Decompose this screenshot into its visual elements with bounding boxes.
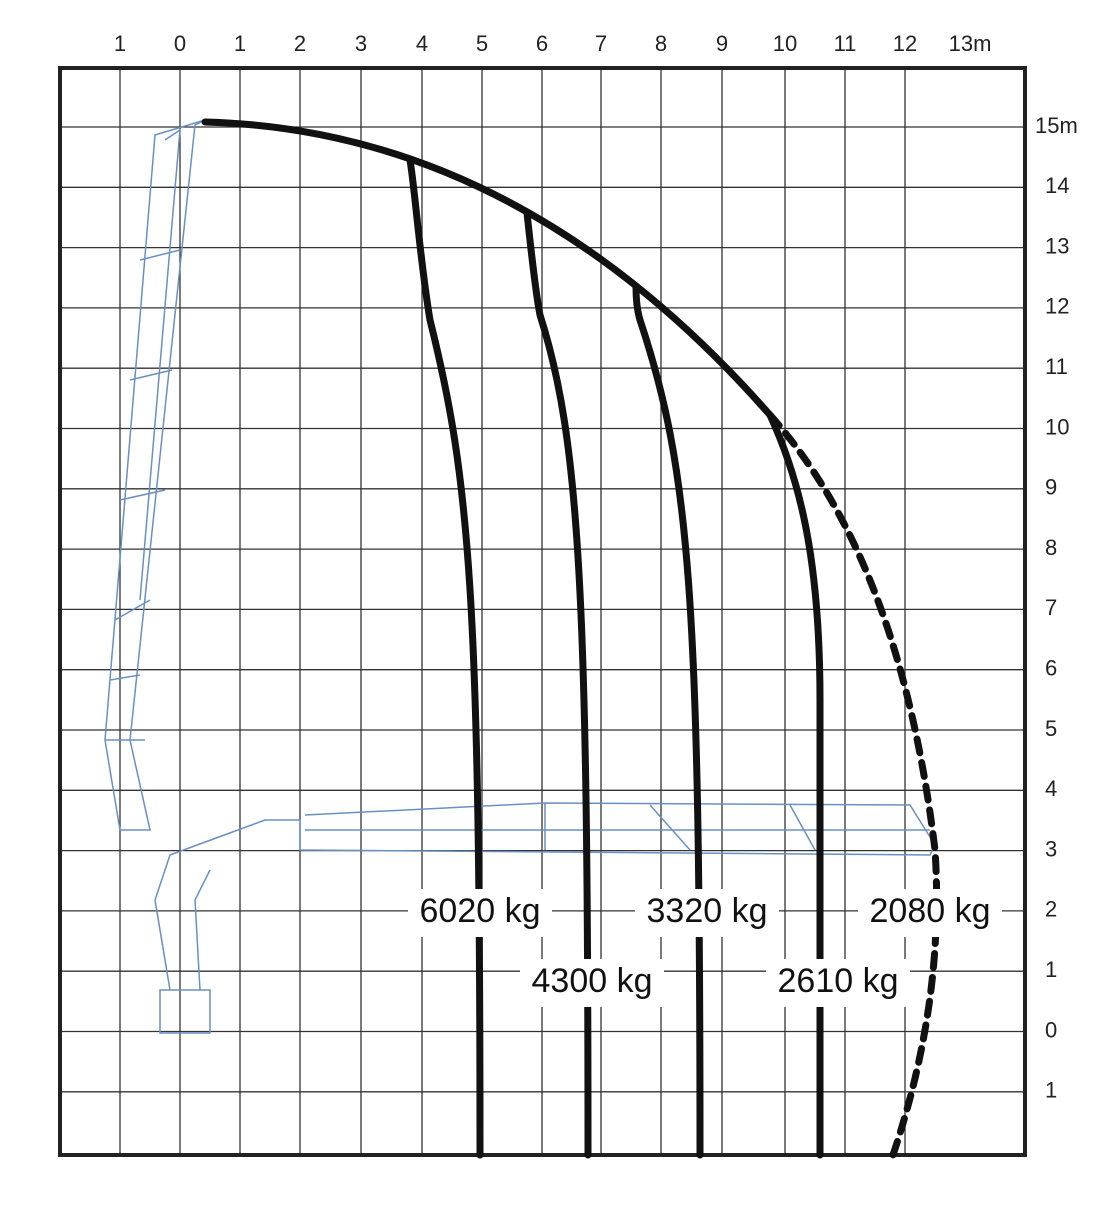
label-bg — [408, 889, 552, 937]
y-label: 7 — [1045, 595, 1057, 620]
x-label: 6 — [536, 31, 548, 56]
x-label: 3 — [355, 31, 367, 56]
y-label: 5 — [1045, 716, 1057, 741]
x-label: 1 — [234, 31, 246, 56]
label-bg — [635, 889, 779, 937]
y-label: 3 — [1045, 836, 1057, 861]
x-label: 12 — [893, 31, 917, 56]
y-label: 8 — [1045, 535, 1057, 560]
x-label: 9 — [716, 31, 728, 56]
x-label: 10 — [773, 31, 797, 56]
load-label: 6020 kg — [420, 892, 541, 930]
x-label: 5 — [476, 31, 488, 56]
load-labels: 6020 kg 4300 kg 3320 kg 2610 kg 2080 kg — [408, 889, 1002, 1007]
label-bg — [766, 959, 910, 1007]
y-label: 14 — [1045, 173, 1069, 198]
y-label: 13 — [1045, 233, 1069, 258]
x-label: 0 — [174, 31, 186, 56]
load-label: 4300 kg — [532, 962, 653, 1000]
x-label: 8 — [655, 31, 667, 56]
y-label: 2 — [1045, 897, 1057, 922]
y-label: 10 — [1045, 414, 1069, 439]
x-label: 2 — [294, 31, 306, 56]
y-label: 4 — [1045, 776, 1057, 801]
load-label: 2610 kg — [778, 962, 899, 1000]
x-label: 11 — [834, 31, 857, 56]
y-label: 11 — [1045, 354, 1068, 379]
x-label: 7 — [595, 31, 607, 56]
curves — [201, 118, 941, 1159]
x-label: 1 — [114, 31, 126, 56]
y-label: 12 — [1045, 294, 1069, 319]
y-label: 9 — [1045, 475, 1057, 500]
frame — [58, 66, 1027, 1157]
label-bg — [858, 889, 1002, 937]
label-bg — [520, 959, 664, 1007]
load-label: 3320 kg — [647, 892, 768, 930]
y-label: 1 — [1045, 1078, 1057, 1103]
x-label: 4 — [416, 31, 428, 56]
y-label: 15m — [1035, 113, 1078, 138]
crane-sketch — [104, 119, 936, 1034]
y-label: 1 — [1045, 957, 1057, 982]
load-label: 2080 kg — [870, 892, 991, 930]
x-label: 13m — [949, 31, 992, 56]
y-label: 6 — [1045, 656, 1057, 681]
y-label: 0 — [1045, 1017, 1057, 1042]
